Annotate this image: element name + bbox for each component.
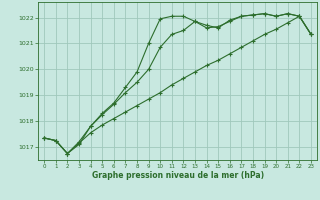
X-axis label: Graphe pression niveau de la mer (hPa): Graphe pression niveau de la mer (hPa) [92,171,264,180]
